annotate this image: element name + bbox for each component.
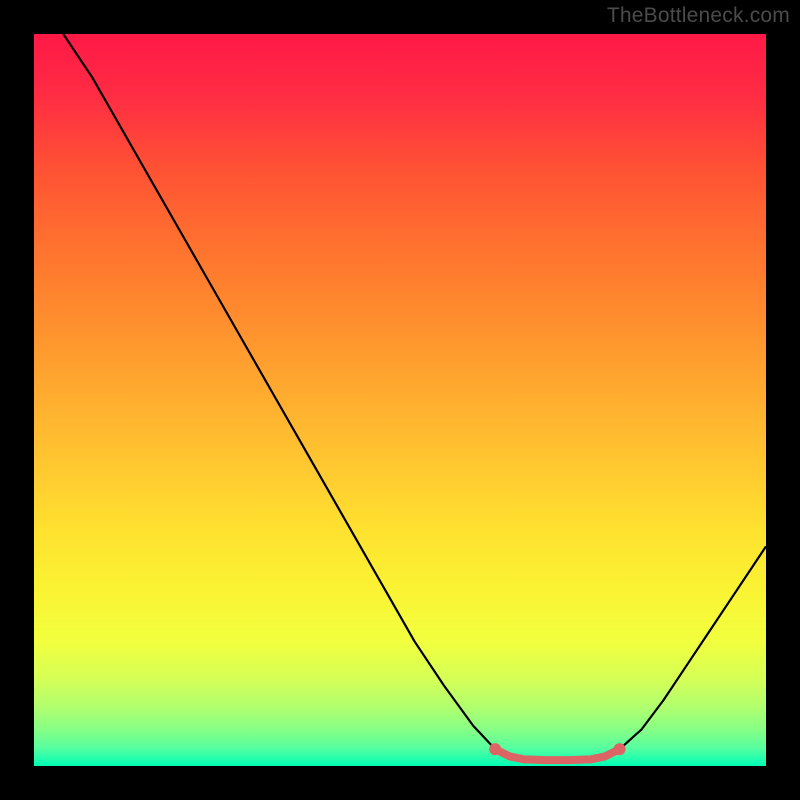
optimal-zone-end-dot: [614, 743, 626, 755]
chart-container: TheBottleneck.com: [0, 0, 800, 800]
optimal-zone-start-dot: [489, 743, 501, 755]
watermark-label: TheBottleneck.com: [607, 4, 790, 28]
chart-plot-area: [34, 34, 766, 766]
bottleneck-chart: [0, 0, 800, 800]
